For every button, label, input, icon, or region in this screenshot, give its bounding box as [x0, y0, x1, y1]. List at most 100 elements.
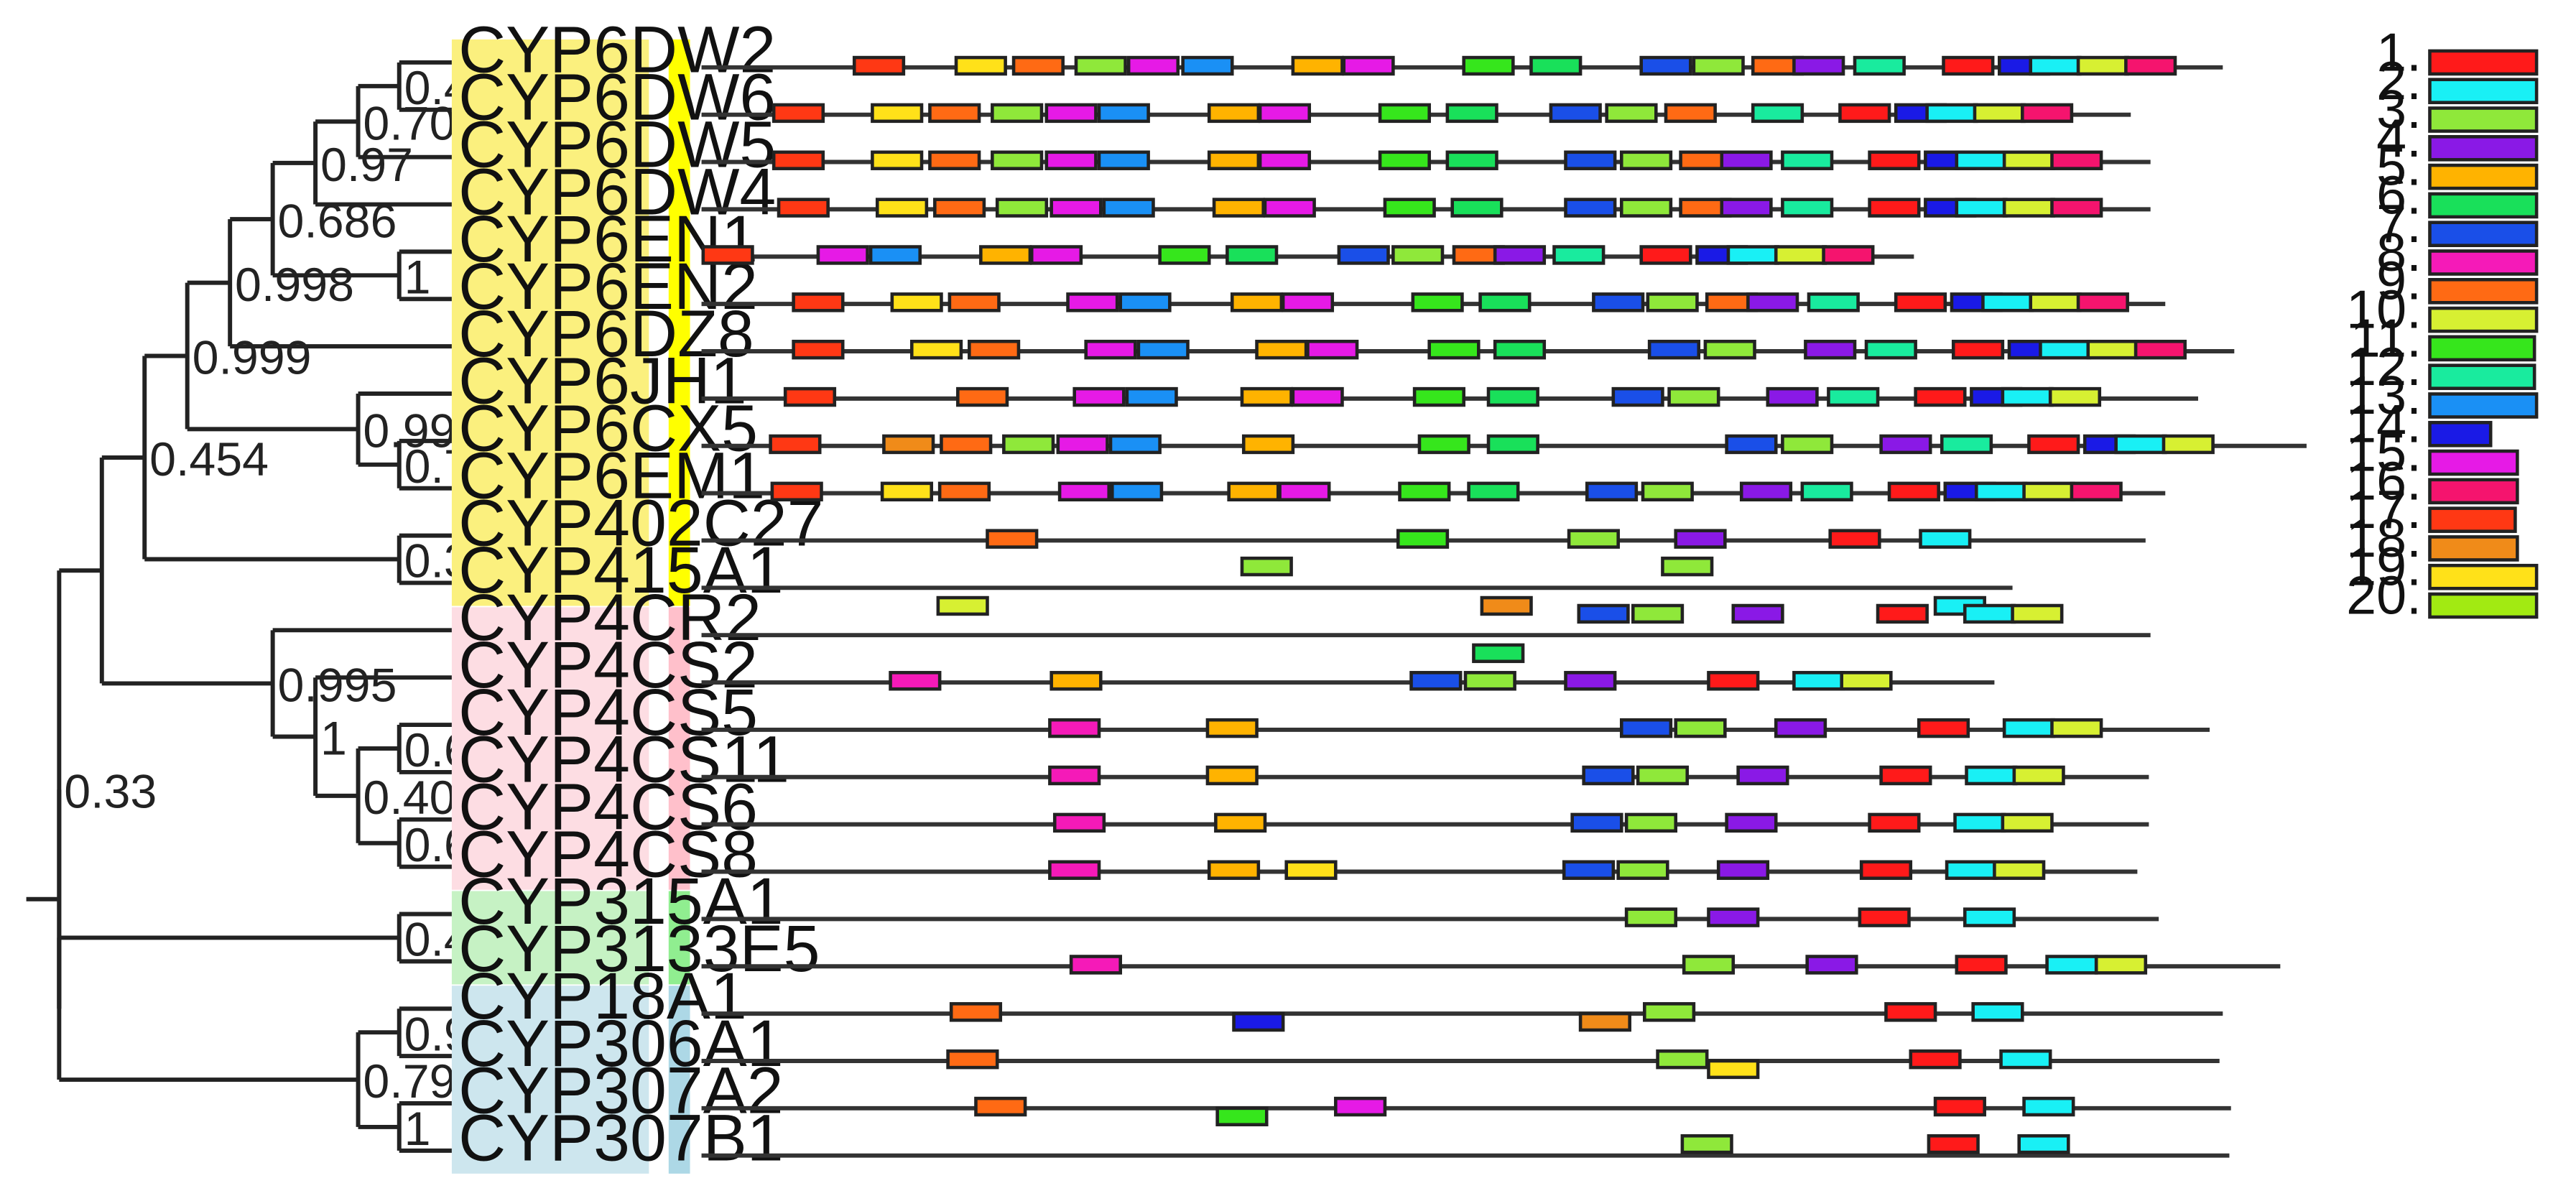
- motif-box: [772, 103, 825, 124]
- motif-box: [1044, 150, 1098, 170]
- motif-box: [1212, 198, 1265, 218]
- legend-swatch: [2428, 78, 2539, 105]
- motif-track: [701, 1096, 2231, 1126]
- motif-box: [1751, 103, 1804, 124]
- motif-box: [1953, 812, 2006, 833]
- motif-box: [1619, 198, 1673, 218]
- motif-box: [1940, 434, 1993, 455]
- motif-box: [1736, 765, 1789, 786]
- legend-item: 13.: [2346, 365, 2539, 425]
- motif-box: [1412, 386, 1465, 407]
- legend-item: 18.: [2346, 508, 2519, 568]
- motif-box: [936, 595, 989, 616]
- motif-box: [1999, 1049, 2052, 1070]
- motif-box: [816, 245, 869, 265]
- legend-swatch: [2428, 306, 2539, 333]
- motif-box: [974, 1096, 1027, 1117]
- motif-box: [2086, 339, 2139, 360]
- legend-swatch: [2428, 363, 2536, 390]
- motif-box: [1125, 386, 1178, 407]
- motif-box: [1207, 860, 1261, 880]
- gene-label: CYP6JH1: [458, 345, 747, 418]
- motif-box: [1493, 339, 1547, 360]
- legend-swatch: [2428, 192, 2539, 219]
- motif-track: [701, 765, 2149, 786]
- motif-tracks: [701, 55, 2307, 1158]
- motif-box: [1066, 292, 1119, 312]
- motif-box: [1158, 245, 1211, 265]
- motif-box: [1616, 860, 1669, 880]
- legend-swatch: [2428, 335, 2536, 362]
- motif-box: [1868, 198, 1921, 218]
- legend-swatch: [2428, 277, 2539, 305]
- motif-box: [1781, 150, 1834, 170]
- legend-item: 11.: [2350, 307, 2536, 368]
- legend-number: 5.: [2376, 136, 2422, 197]
- motif-box: [1624, 812, 1678, 833]
- motif-box: [1720, 150, 1773, 170]
- motif-box: [928, 150, 981, 170]
- legend-swatch: [2428, 163, 2539, 190]
- motif-box: [1636, 765, 1690, 786]
- motif-box: [1792, 55, 1845, 76]
- motif-box: [777, 198, 830, 218]
- motif-box: [2027, 434, 2080, 455]
- motif-box: [1396, 529, 1450, 549]
- legend-number: 7.: [2376, 193, 2422, 254]
- motif-box: [1971, 1002, 2024, 1022]
- gene-labels: CYP6DW2CYP6DW6CYP6DW5CYP6DW4CYP6EN1CYP6E…: [458, 14, 823, 1175]
- motif-box: [882, 434, 935, 455]
- motif-box: [1585, 481, 1639, 502]
- motif-box: [1486, 434, 1539, 455]
- motif-box: [1879, 765, 1932, 786]
- motif-box: [1955, 198, 2008, 218]
- legend-number: 3.: [2376, 79, 2422, 139]
- motif-box: [2076, 292, 2129, 312]
- legend-number: 9.: [2376, 251, 2422, 311]
- legend-swatch: [2428, 535, 2519, 562]
- motif-track: [701, 481, 2166, 502]
- gene-label: CYP6DW4: [458, 155, 776, 228]
- legend-item: 5.: [2376, 136, 2539, 197]
- motif-box: [2011, 603, 2064, 624]
- motif-track: [701, 718, 2210, 738]
- motif-box: [1084, 339, 1137, 360]
- bootstrap-value: 1: [404, 1103, 431, 1156]
- bootstrap-value: 0.998: [235, 259, 354, 312]
- motif-box: [1306, 339, 1359, 360]
- motif-box: [1205, 718, 1259, 738]
- motif-box: [1181, 55, 1234, 76]
- motif-box: [1291, 386, 1344, 407]
- motif-box: [1639, 55, 1692, 76]
- motif-box: [783, 386, 837, 407]
- legend-item: 19.: [2346, 537, 2539, 597]
- motif-box: [2039, 339, 2092, 360]
- motif-box: [1720, 198, 1773, 218]
- motif-track: [701, 245, 1914, 265]
- motif-box: [1807, 292, 1860, 312]
- motif-box: [1529, 55, 1583, 76]
- legend-item: 6.: [2376, 164, 2539, 225]
- motif-track: [701, 386, 2198, 407]
- motif-box: [1467, 481, 1520, 502]
- gene-label: CYP6EM1: [458, 439, 765, 512]
- motif-box: [1472, 643, 1525, 664]
- legend-swatch: [2428, 563, 2539, 590]
- motif-box: [1805, 955, 1858, 975]
- motif-box: [1667, 386, 1720, 407]
- motif-box: [1942, 55, 1995, 76]
- motif-box: [1207, 150, 1261, 170]
- motif-track: [701, 292, 2166, 312]
- motif-box: [1108, 434, 1162, 455]
- motif-box: [1639, 245, 1692, 265]
- gene-label: CYP6DW2: [458, 14, 776, 87]
- motif-box: [2002, 150, 2056, 170]
- motif-box: [1564, 198, 1617, 218]
- motif-box: [1965, 765, 2018, 786]
- motif-box: [1342, 55, 1395, 76]
- bootstrap-value: 0.97: [320, 139, 413, 192]
- motif-track: [701, 529, 2146, 549]
- motif-box: [770, 481, 823, 502]
- motif-box: [1486, 386, 1539, 407]
